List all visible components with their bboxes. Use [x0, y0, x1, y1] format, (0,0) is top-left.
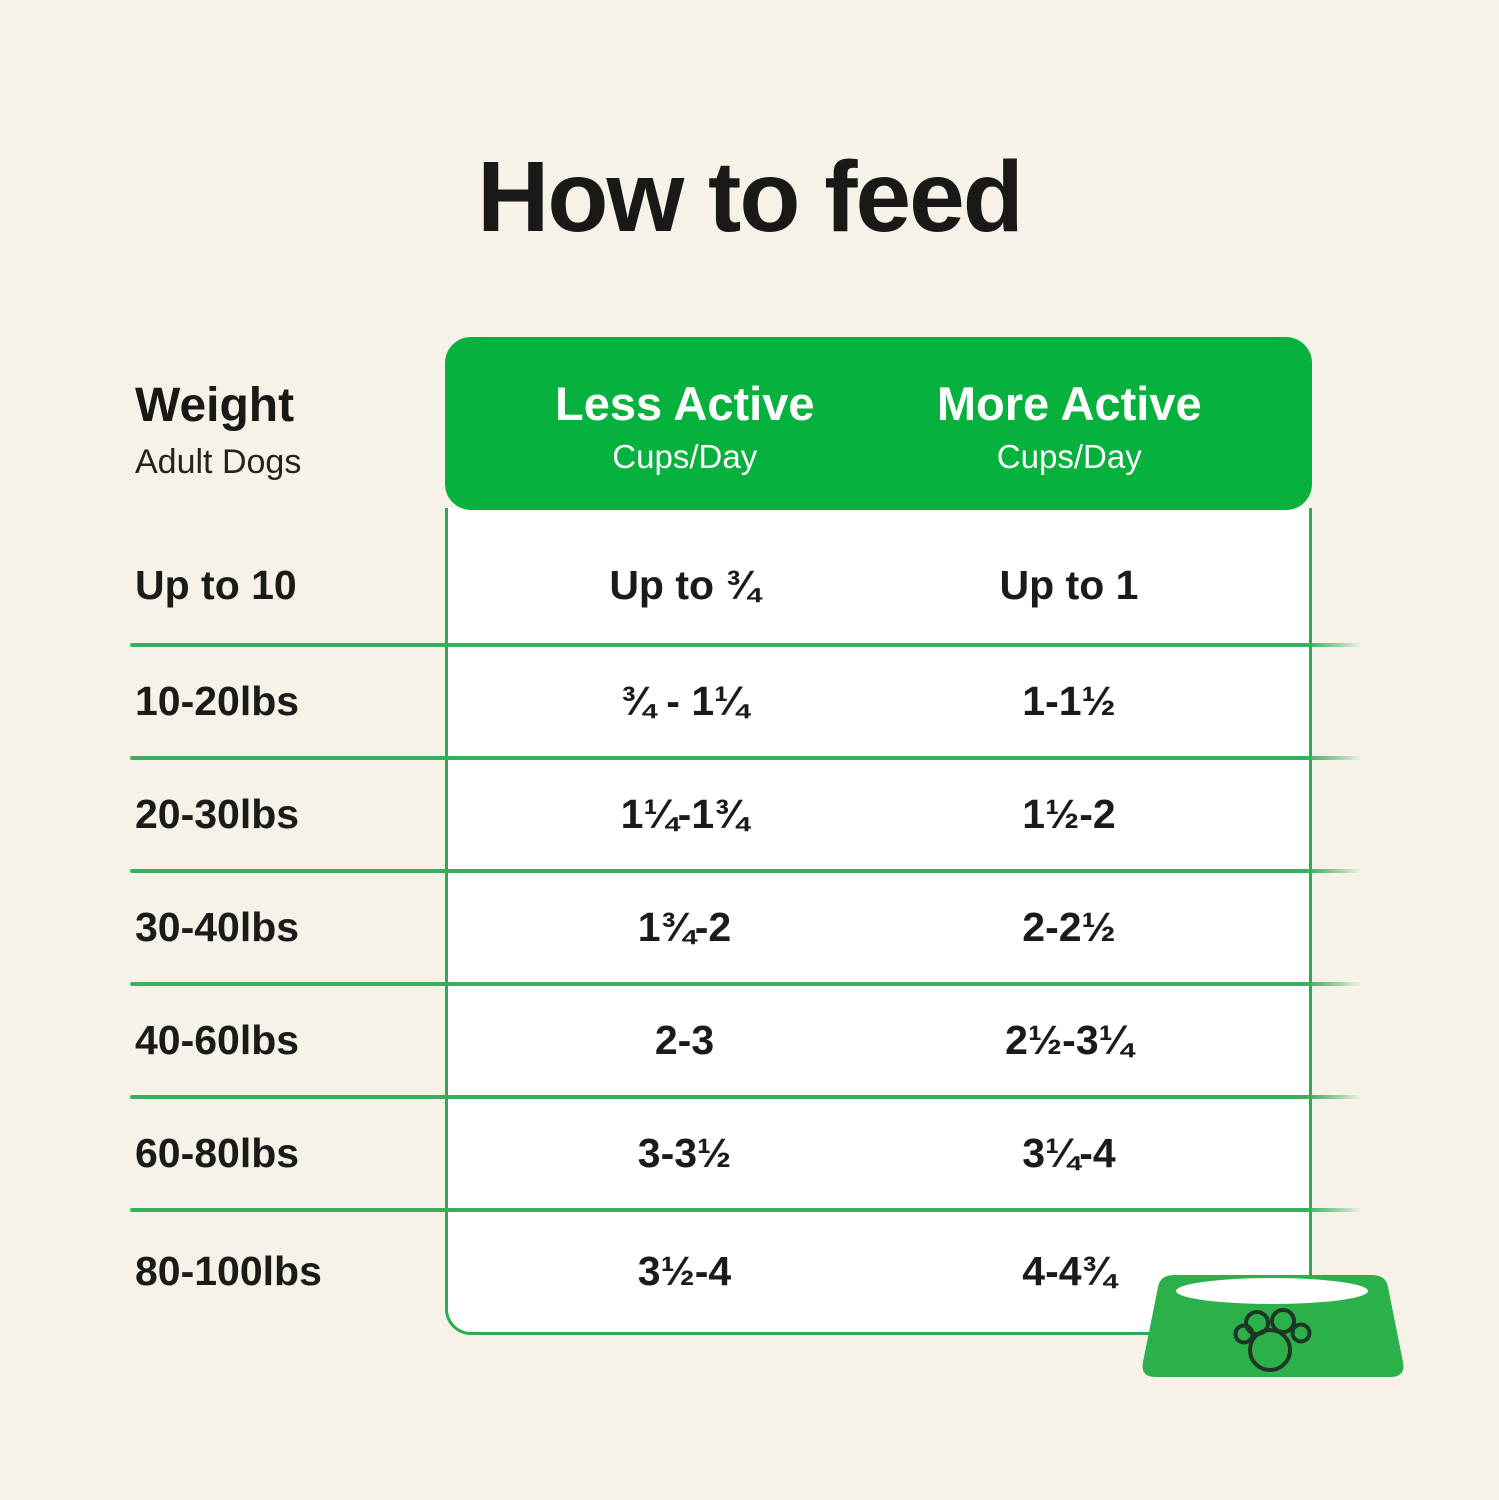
less-active-cell: 3½-4 [637, 1247, 732, 1294]
column-sublabel-more-active: Cups/Day [996, 437, 1142, 475]
column-sublabel-less-active: Cups/Day [612, 437, 758, 475]
table-header-bar: Less Active Cups/Day More Active Cups/Da… [445, 337, 1312, 510]
less-active-cell: 1¾-2 [637, 904, 732, 950]
more-active-cell: Up to 1 [999, 562, 1139, 608]
less-active-cell: 2-3 [654, 1017, 715, 1063]
less-active-cell: 1¼-1¾ [620, 791, 749, 837]
column-label-more-active: More Active [936, 376, 1202, 430]
paw-print-icon [1233, 1308, 1312, 1372]
column-header-less-active: Less Active Cups/Day [468, 372, 902, 476]
weight-cell: 10-20lbs [135, 678, 300, 724]
more-active-cell: 1-1½ [1022, 678, 1116, 724]
table-row: 80-100lbs 3½-4 4-4¾ [130, 1210, 1362, 1332]
more-active-cell: 4-4¾ [1022, 1247, 1116, 1294]
table-rows: Up to 10 Up to ¾ Up to 1 10-20lbs ¾ - 1¼… [130, 508, 1362, 1332]
dog-bowl-icon [1142, 1275, 1404, 1377]
more-active-cell: 2-2½ [1022, 904, 1116, 950]
table-row: 10-20lbs ¾ - 1¼ 1-1½ [130, 645, 1362, 760]
weight-cell: 30-40lbs [135, 904, 300, 950]
weight-cell: 20-30lbs [135, 791, 300, 837]
table-row: 60-80lbs 3-3½ 3¼-4 [130, 1097, 1362, 1212]
weight-header-subtitle: Adult Dogs [135, 443, 302, 481]
column-label-less-active: Less Active [554, 376, 815, 430]
more-active-cell: 2½-3¼ [1005, 1017, 1133, 1063]
weight-column-header: Weight Adult Dogs [135, 378, 301, 482]
less-active-cell: Up to ¾ [609, 562, 760, 608]
weight-header-title: Weight [135, 379, 295, 432]
weight-cell: 40-60lbs [135, 1017, 300, 1063]
column-header-more-active: More Active Cups/Day [853, 372, 1287, 476]
weight-cell: Up to 10 [135, 562, 297, 608]
weight-cell: 60-80lbs [135, 1130, 300, 1176]
table-row: 20-30lbs 1¼-1¾ 1½-2 [130, 758, 1362, 873]
page-title: How to feed [477, 141, 1024, 253]
less-active-cell: 3-3½ [637, 1130, 732, 1176]
more-active-cell: 3¼-4 [1022, 1130, 1116, 1176]
table-row: 40-60lbs 2-3 2½-3¼ [130, 984, 1362, 1099]
more-active-cell: 1½-2 [1022, 791, 1116, 837]
weight-cell: 80-100lbs [135, 1247, 322, 1294]
table-row: 30-40lbs 1¾-2 2-2½ [130, 871, 1362, 986]
table-row: Up to 10 Up to ¾ Up to 1 [130, 508, 1362, 647]
less-active-cell: ¾ - 1¼ [620, 678, 749, 724]
